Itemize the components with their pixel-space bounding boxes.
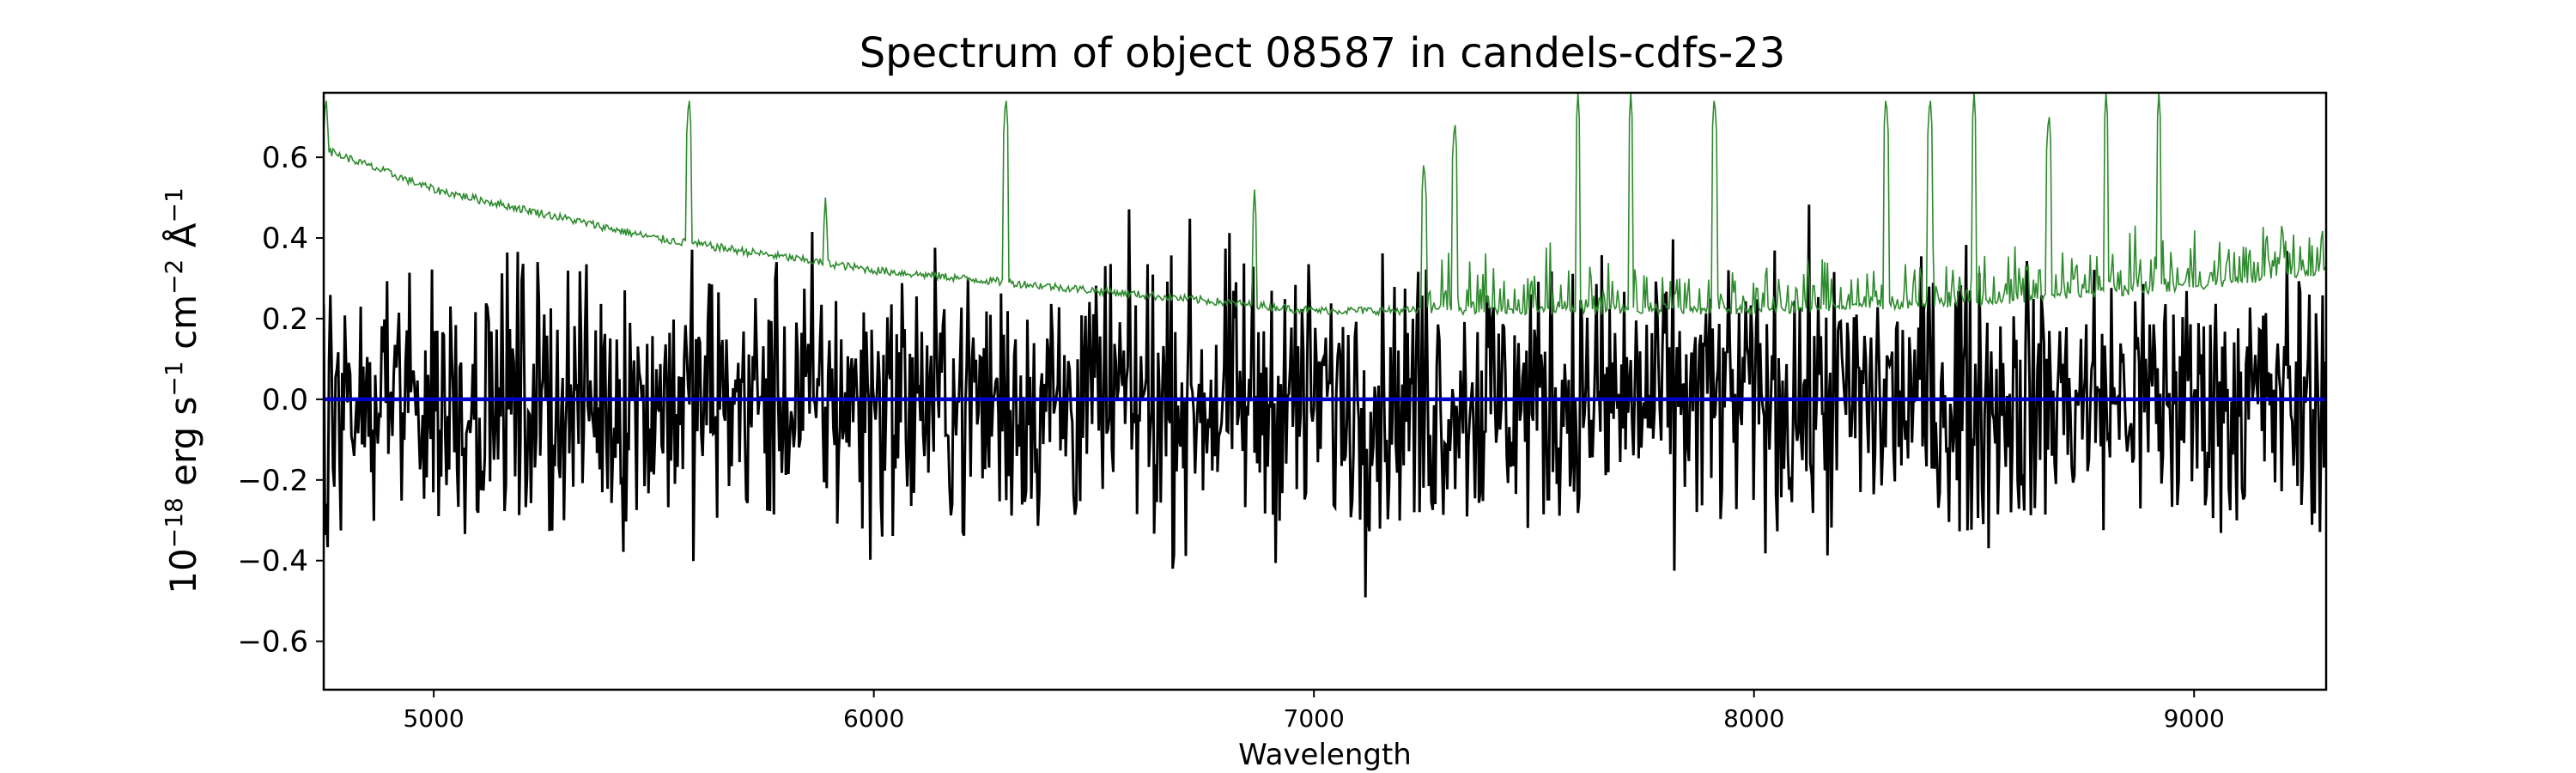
- chart-title: Spectrum of object 08587 in candels-cdfs…: [860, 29, 1786, 77]
- x-tick-label: 6000: [843, 704, 904, 733]
- y-tick-label: 0.6: [262, 141, 308, 175]
- y-axis-label: 10−18 erg s−1 cm−2 Å−1: [160, 187, 204, 593]
- y-tick-label: −0.2: [237, 464, 308, 498]
- x-tick-label: 8000: [1723, 704, 1784, 733]
- x-tick-label: 7000: [1284, 704, 1345, 733]
- error-spectrum-line: [324, 93, 2326, 317]
- x-axis: 5000 6000 7000 8000 9000: [403, 690, 2225, 733]
- y-tick-label: 0.0: [262, 383, 308, 417]
- y-tick-label: 0.2: [262, 302, 308, 337]
- x-tick-label: 9000: [2164, 704, 2225, 733]
- y-tick-label: −0.6: [237, 625, 308, 660]
- flux-spectrum-line: [324, 204, 2326, 598]
- plot-area: [322, 91, 2328, 691]
- plot-frame: [322, 91, 2328, 691]
- x-tick-label: 5000: [403, 704, 464, 733]
- y-tick-label: −0.4: [237, 545, 308, 579]
- y-axis: 0.6 0.4 0.2 0.0 −0.2 −0.4 −0.6: [237, 141, 324, 660]
- y-tick-label: 0.4: [262, 222, 308, 256]
- x-axis-label: Wavelength: [1238, 738, 1412, 772]
